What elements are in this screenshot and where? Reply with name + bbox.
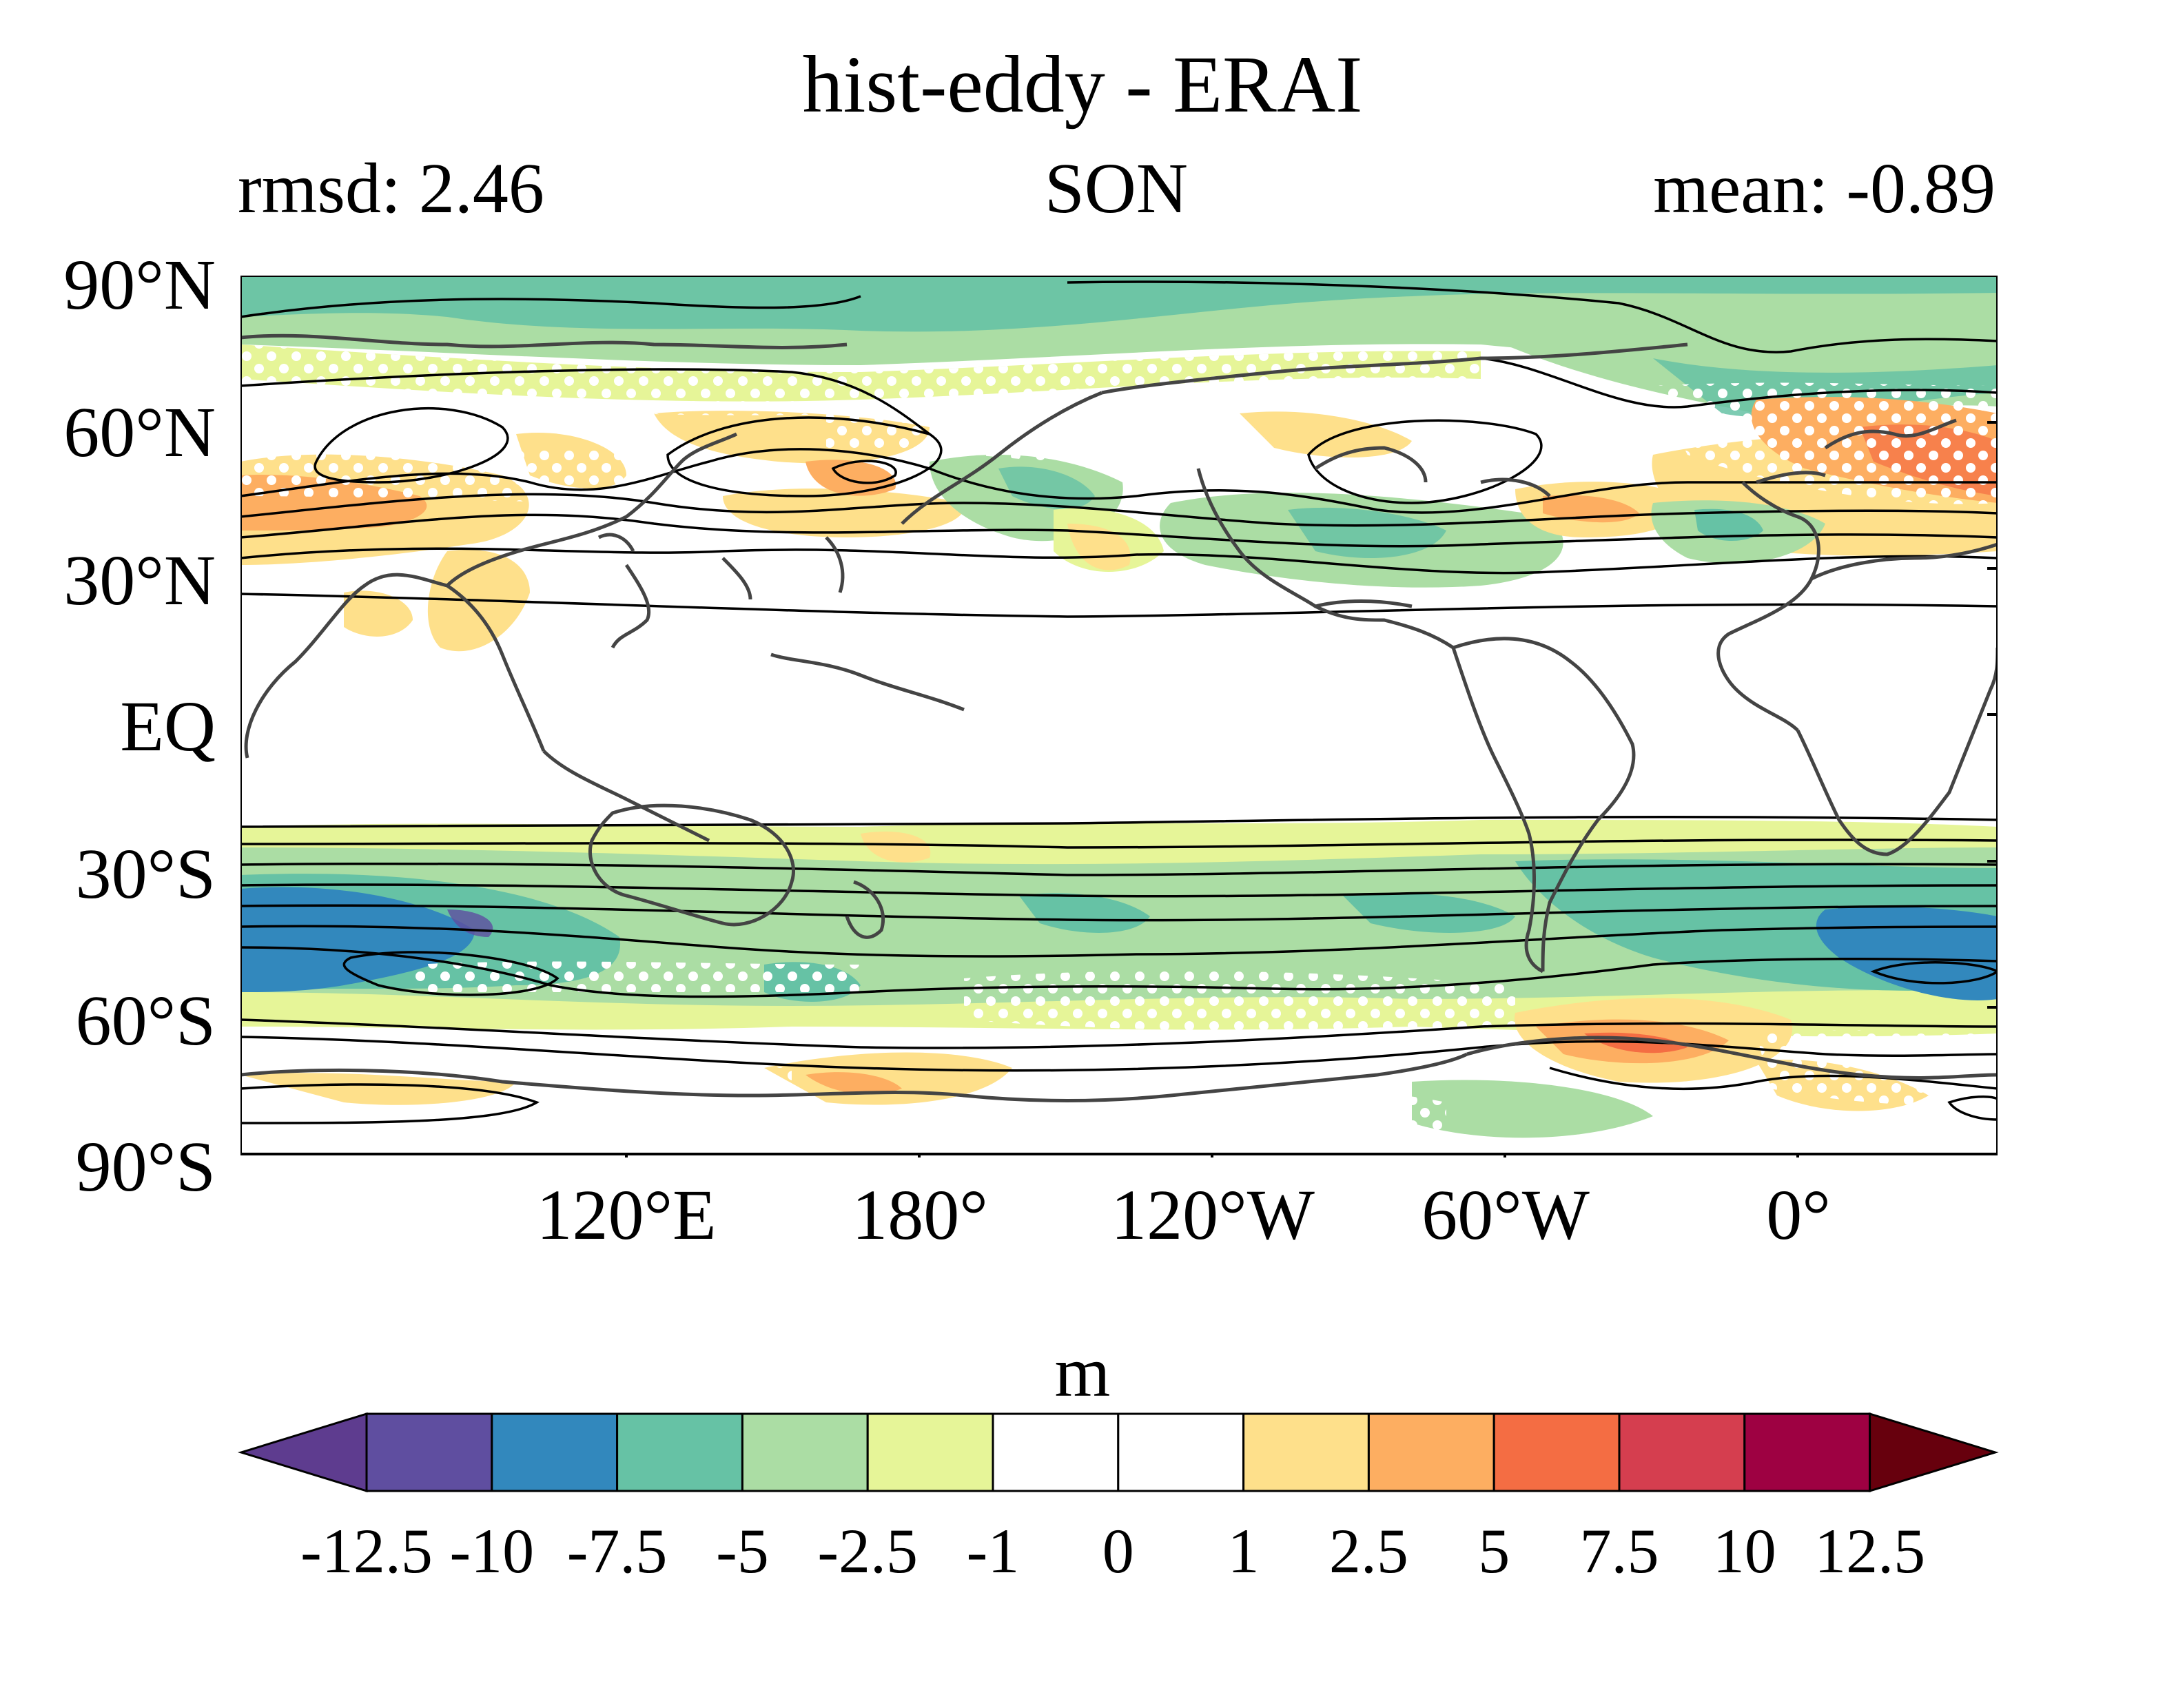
colorbar-tick-label: 10 bbox=[1712, 1516, 1776, 1586]
colorbar-tick-label: -1 bbox=[966, 1516, 1020, 1586]
colorbar-tick-label: 0 bbox=[1102, 1516, 1134, 1586]
x-tick-180: 180° bbox=[852, 1175, 988, 1255]
colorbar-cell bbox=[491, 1412, 619, 1492]
y-tick-90s: 90°S bbox=[75, 1127, 216, 1206]
x-tick-120e: 120°E bbox=[536, 1175, 717, 1255]
x-tick-60w: 60°W bbox=[1422, 1175, 1590, 1255]
mean-label: mean: -0.89 bbox=[1653, 149, 1995, 228]
y-tick-60s: 60°S bbox=[75, 981, 216, 1060]
map-ticks bbox=[625, 276, 1998, 1157]
contour-lines bbox=[240, 280, 1998, 1124]
colorbar-cell bbox=[1743, 1412, 1871, 1492]
figure-title: hist-eddy - ERAI bbox=[802, 39, 1363, 130]
map-field bbox=[240, 276, 1998, 1154]
y-tick-30n: 30°N bbox=[63, 541, 216, 620]
y-tick-eq: EQ bbox=[120, 687, 216, 766]
colorbar-tick-label: -10 bbox=[449, 1516, 535, 1586]
colorbar-tick-label: -12.5 bbox=[300, 1516, 433, 1586]
colorbar-tick-label: -2.5 bbox=[817, 1516, 919, 1586]
y-tick-90n: 90°N bbox=[63, 245, 216, 325]
map-frame bbox=[240, 276, 1998, 1155]
colorbar-tick-label: 12.5 bbox=[1814, 1516, 1926, 1586]
colorbar-tick-label: 2.5 bbox=[1328, 1516, 1408, 1586]
rmsd-label: rmsd: 2.46 bbox=[238, 149, 544, 228]
colorbar-cell bbox=[741, 1412, 869, 1492]
colorbar-cell bbox=[1367, 1412, 1495, 1492]
colorbar-tick-label: -7.5 bbox=[566, 1516, 668, 1586]
colorbar-extend-high bbox=[1869, 1412, 1999, 1493]
colorbar-cell bbox=[1618, 1412, 1746, 1492]
colorbar-unit: m bbox=[1054, 1333, 1111, 1412]
colorbar-cell bbox=[1492, 1412, 1621, 1492]
y-tick-60n: 60°N bbox=[63, 393, 216, 472]
colorbar-tick-label: -5 bbox=[716, 1516, 769, 1586]
colorbar-tick-label: 1 bbox=[1227, 1516, 1260, 1586]
season-label: SON bbox=[1044, 149, 1189, 228]
colorbar-tick-label: 5 bbox=[1478, 1516, 1510, 1586]
x-tick-0: 0° bbox=[1766, 1175, 1831, 1255]
coastlines bbox=[240, 333, 1998, 1102]
colorbar-cell bbox=[1242, 1412, 1370, 1492]
colorbar-cell bbox=[616, 1412, 743, 1492]
map-panel bbox=[240, 276, 1998, 1157]
colorbar-cell bbox=[365, 1412, 493, 1492]
y-tick-30s: 30°S bbox=[75, 834, 216, 914]
colorbar-cell bbox=[992, 1412, 1120, 1492]
colorbar bbox=[237, 1412, 1999, 1493]
colorbar-extend-low bbox=[237, 1412, 368, 1493]
colorbar-cell bbox=[866, 1412, 994, 1492]
colorbar-tick-label: 7.5 bbox=[1579, 1516, 1659, 1586]
x-tick-120w: 120°W bbox=[1111, 1175, 1315, 1255]
colorbar-cell bbox=[1117, 1412, 1245, 1492]
